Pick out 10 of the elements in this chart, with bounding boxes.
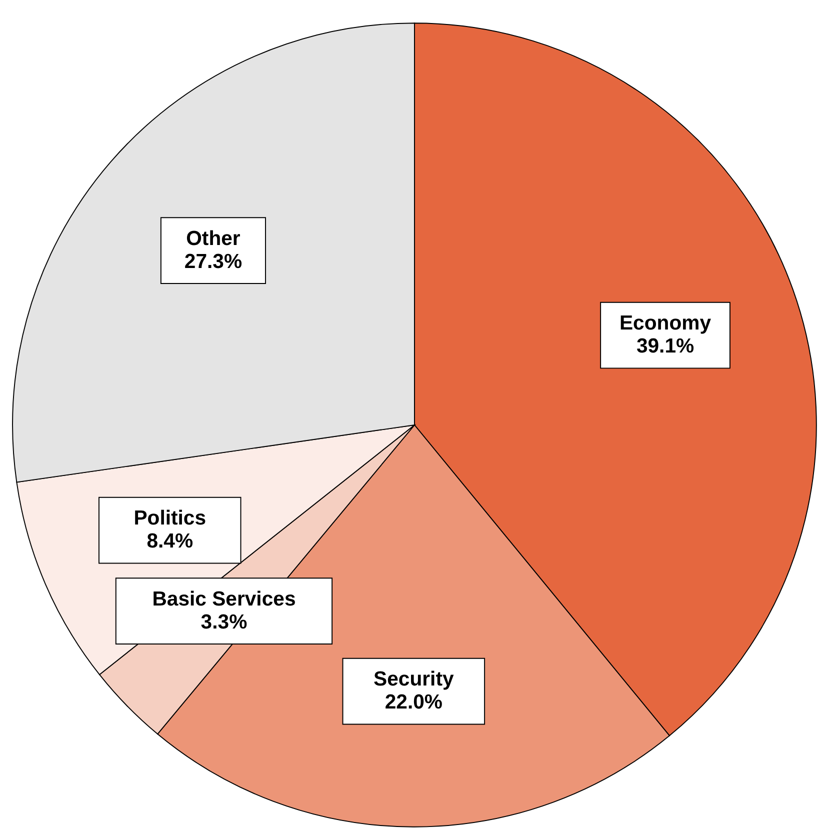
data-label: 3.3%: [200, 612, 248, 634]
data-label: 22.0%: [384, 692, 442, 714]
data-label: 39.1%: [636, 336, 694, 358]
slice-label: Basic Services: [152, 588, 296, 610]
slice-label: Security: [374, 668, 454, 691]
data-label: 27.3%: [184, 251, 242, 274]
data-label: 8.4%: [146, 530, 194, 553]
slice-label: Economy: [620, 312, 712, 334]
slice-label: Politics: [134, 507, 206, 530]
slice-label: Other: [186, 228, 240, 250]
